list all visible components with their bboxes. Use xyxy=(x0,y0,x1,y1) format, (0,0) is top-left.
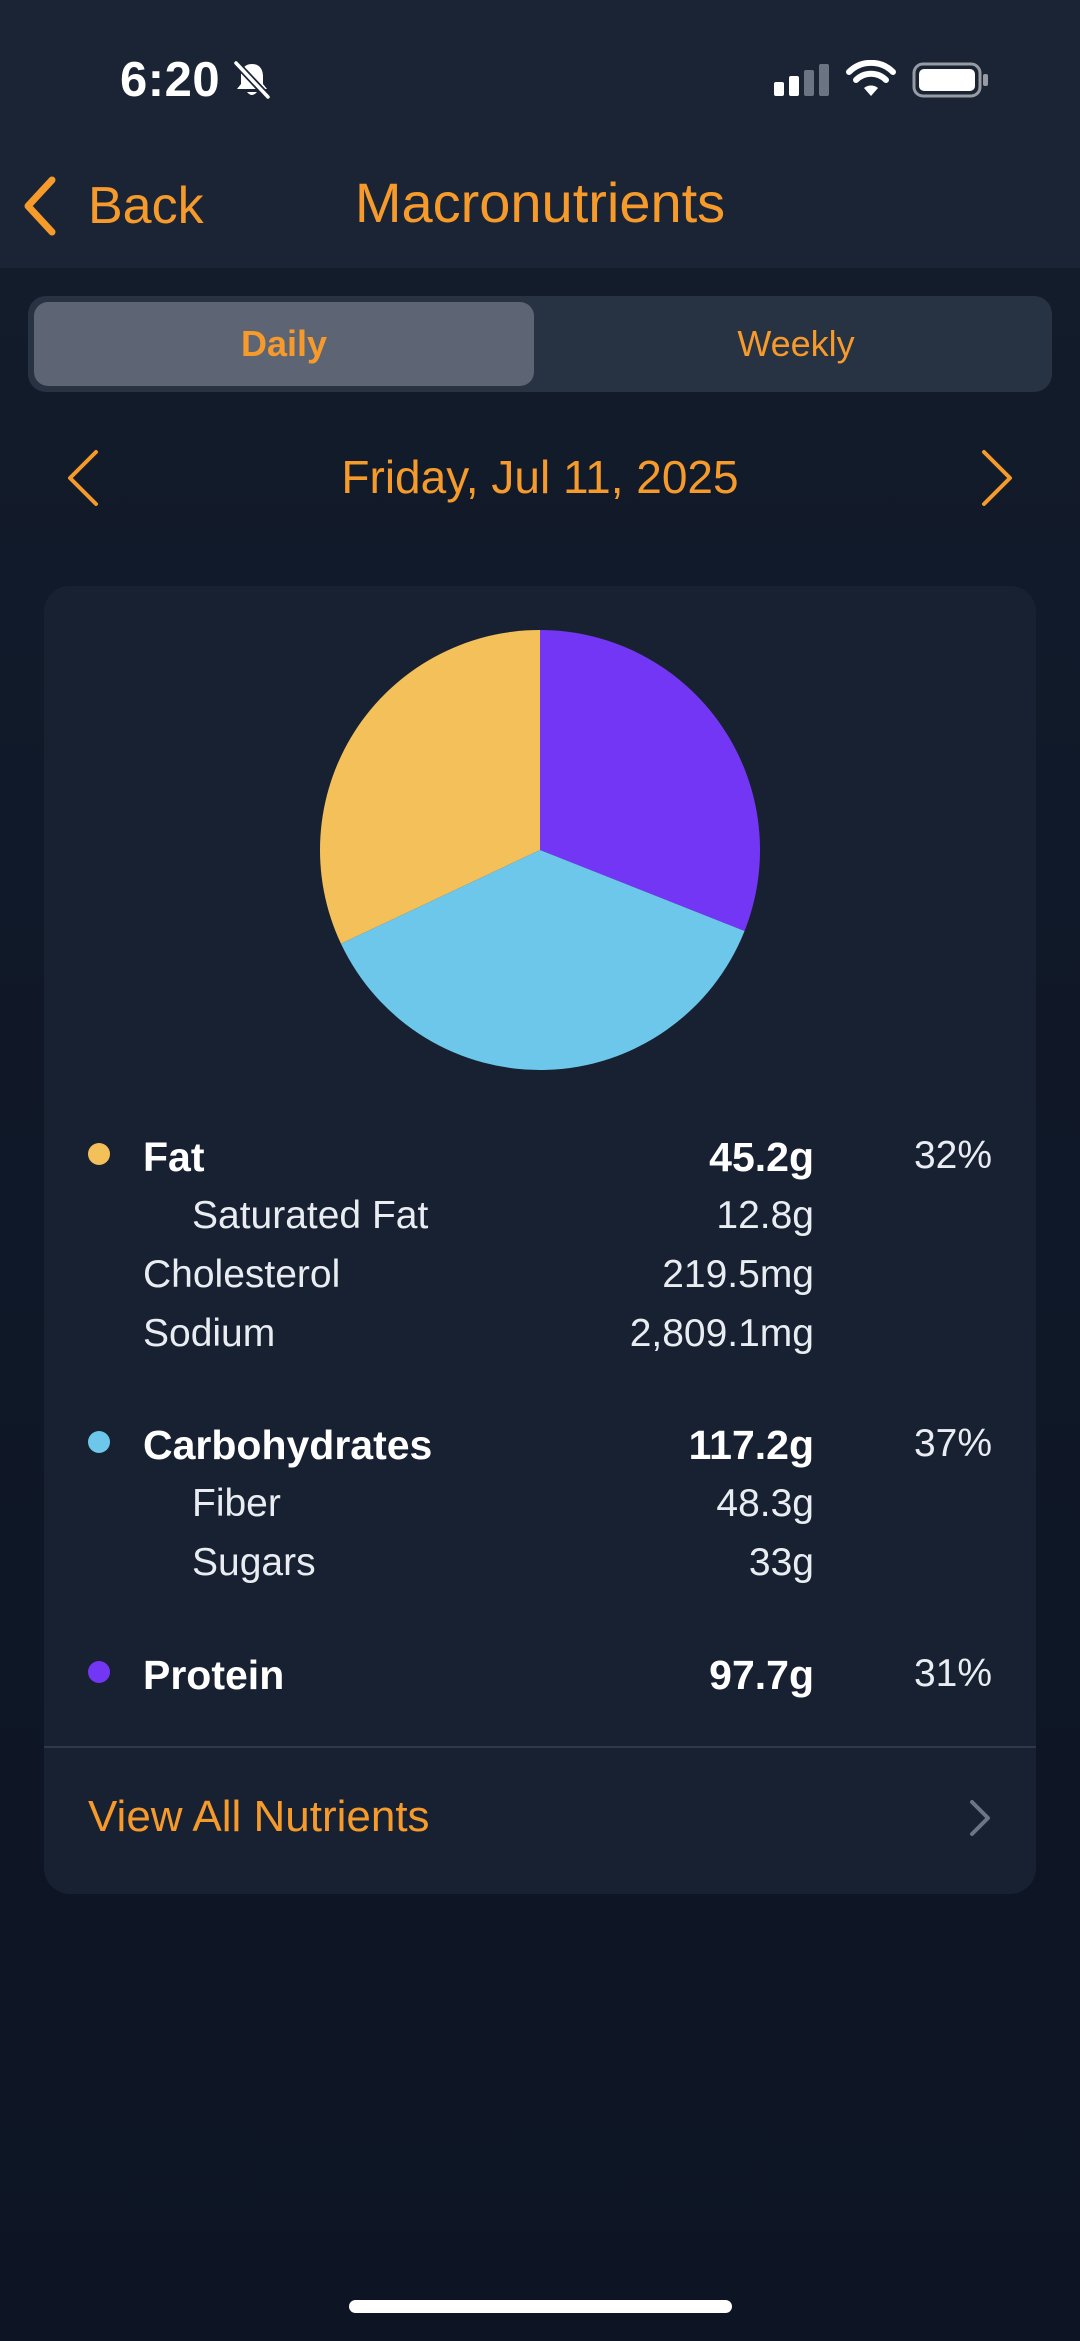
segment-daily[interactable]: Daily xyxy=(34,302,534,386)
fat-label: Fat xyxy=(143,1134,205,1180)
nutrient-row-fat: Fat 45.2g 32% xyxy=(44,1126,1036,1182)
chevron-right-icon xyxy=(970,1800,990,1836)
nutrient-row-sugars: Sugars 33g xyxy=(44,1533,1036,1589)
view-all-nutrients-label: View All Nutrients xyxy=(88,1792,430,1841)
home-indicator[interactable] xyxy=(349,2300,732,2313)
nutrient-row-carbohydrates: Carbohydrates 117.2g 37% xyxy=(44,1414,1036,1470)
fat-value: 45.2g xyxy=(709,1134,814,1180)
divider xyxy=(44,1746,1036,1748)
saturated-fat-value: 12.8g xyxy=(716,1194,814,1237)
carbohydrates-percent: 37% xyxy=(913,1422,992,1465)
saturated-fat-label: Saturated Fat xyxy=(192,1194,429,1237)
carbohydrates-color-dot xyxy=(88,1431,110,1453)
pie-slice-fat xyxy=(320,630,540,944)
macronutrient-pie-chart xyxy=(320,630,760,1070)
cholesterol-label: Cholesterol xyxy=(143,1253,341,1296)
battery-icon xyxy=(912,62,988,98)
wifi-icon xyxy=(846,60,896,96)
sodium-label: Sodium xyxy=(143,1312,276,1355)
protein-label: Protein xyxy=(143,1652,285,1698)
nutrient-row-saturated-fat: Saturated Fat 12.8g xyxy=(44,1186,1036,1242)
pie-slice-carbohydrates xyxy=(340,850,745,1070)
period-segmented-control: Daily Weekly xyxy=(28,296,1052,392)
chevron-left-icon xyxy=(24,176,56,236)
nutrient-row-protein: Protein 97.7g 31% xyxy=(44,1644,1036,1700)
date-label: Friday, Jul 11, 2025 xyxy=(341,451,739,503)
carbohydrates-label: Carbohydrates xyxy=(143,1422,433,1468)
protein-color-dot xyxy=(88,1661,110,1683)
fiber-value: 48.3g xyxy=(716,1482,814,1525)
view-all-nutrients-button[interactable]: View All Nutrients xyxy=(44,1748,1036,1894)
cholesterol-value: 219.5mg xyxy=(662,1253,814,1296)
sugars-label: Sugars xyxy=(192,1541,316,1584)
protein-value: 97.7g xyxy=(709,1652,814,1698)
previous-day-button[interactable] xyxy=(60,446,108,510)
nutrient-row-sodium: Sodium 2,809.1mg xyxy=(44,1304,1036,1360)
carbohydrates-value: 117.2g xyxy=(688,1422,814,1468)
fiber-label: Fiber xyxy=(192,1482,281,1525)
fat-color-dot xyxy=(88,1143,110,1165)
macronutrients-card: Fat 45.2g 32% Saturated Fat 12.8g Choles… xyxy=(44,586,1036,1894)
back-label: Back xyxy=(88,177,204,235)
nutrient-row-fiber: Fiber 48.3g xyxy=(44,1474,1036,1530)
back-button[interactable]: Back xyxy=(20,168,204,244)
segment-weekly[interactable]: Weekly xyxy=(737,323,855,364)
protein-percent: 31% xyxy=(913,1652,992,1695)
fat-percent: 32% xyxy=(913,1134,992,1177)
bell-slash-icon xyxy=(233,60,271,100)
pie-slice-protein xyxy=(540,630,760,931)
next-day-button[interactable] xyxy=(972,446,1020,510)
nutrient-row-cholesterol: Cholesterol 219.5mg xyxy=(44,1245,1036,1301)
header-area xyxy=(0,0,1080,268)
sodium-value: 2,809.1mg xyxy=(629,1312,814,1355)
cellular-signal-icon xyxy=(774,64,829,96)
status-time: 6:20 xyxy=(120,53,221,107)
sugars-value: 33g xyxy=(748,1541,814,1584)
